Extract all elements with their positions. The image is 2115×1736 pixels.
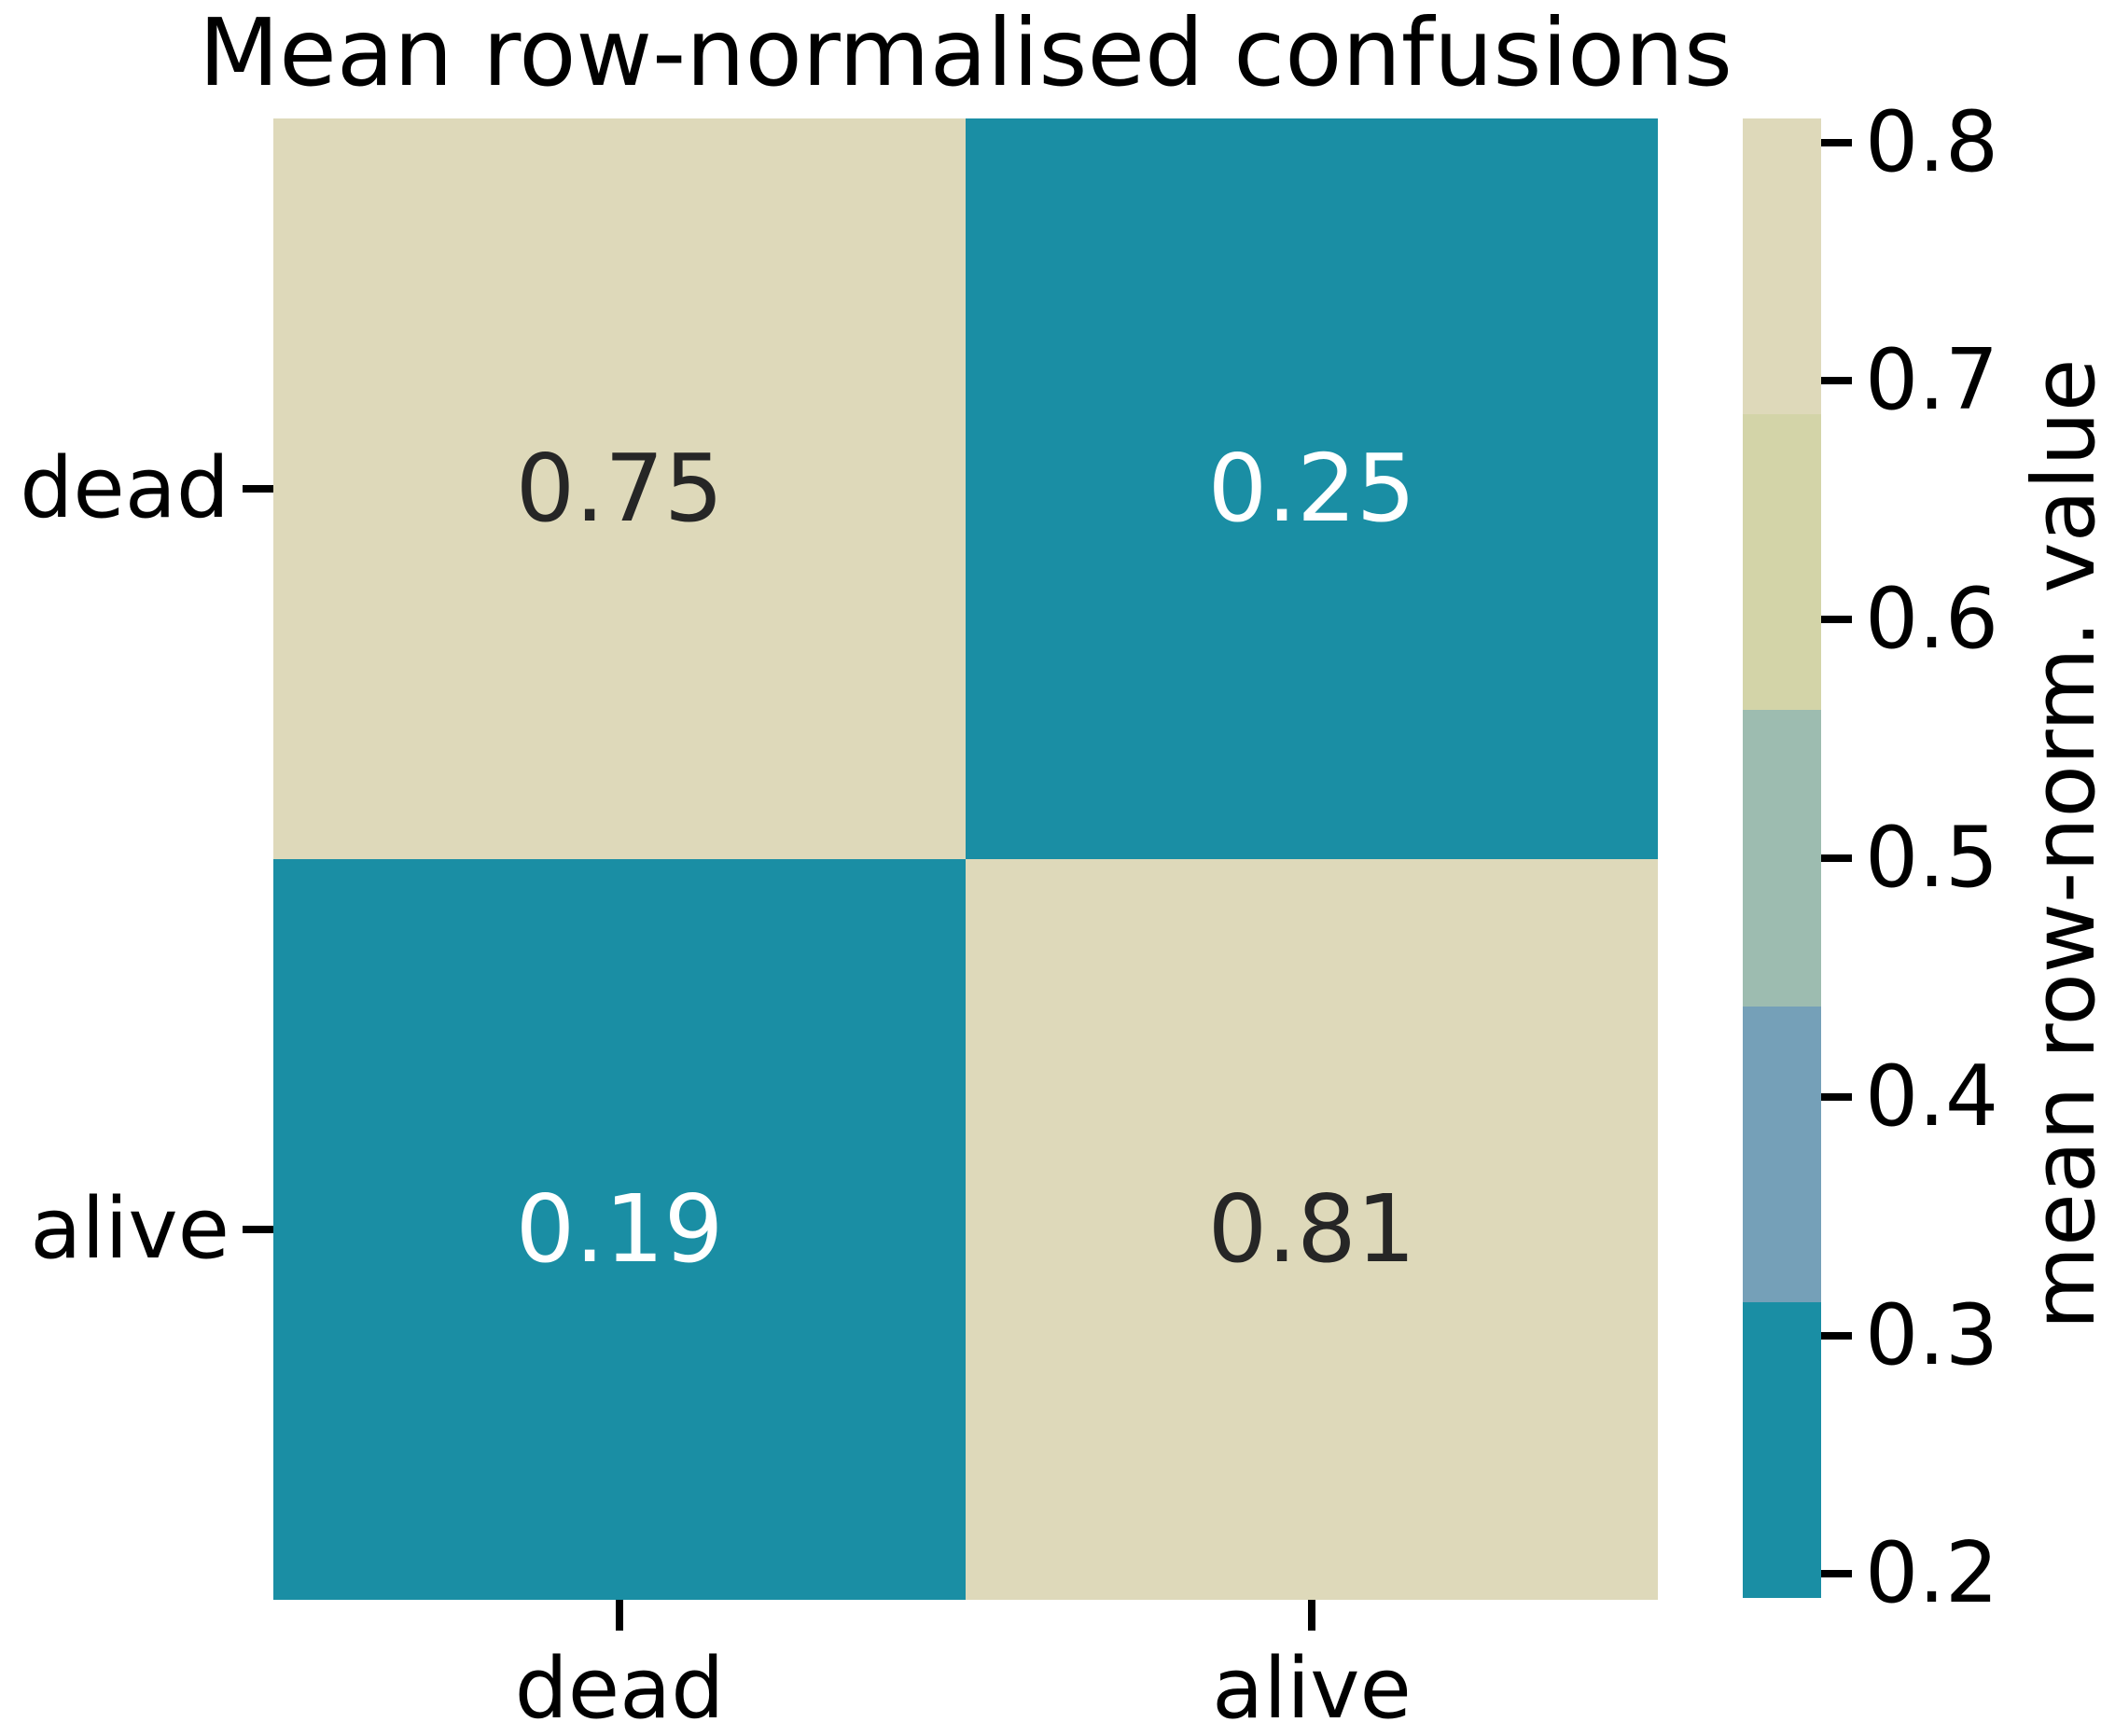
heatmap-cell: 0.75 <box>273 118 966 859</box>
cell-value: 0.75 <box>515 434 724 543</box>
colorbar-segment <box>1743 1301 1821 1599</box>
heatmap-cell: 0.81 <box>966 859 1658 1600</box>
colorbar-tick-label: 0.7 <box>1865 331 1999 430</box>
colorbar-tick-label: 0.2 <box>1865 1524 1999 1623</box>
x-tick-mark <box>616 1600 623 1631</box>
colorbar-tick-label: 0.6 <box>1865 570 1999 669</box>
heatmap-cell: 0.25 <box>966 118 1658 859</box>
colorbar-tick-label: 0.5 <box>1865 809 1999 907</box>
cell-value: 0.25 <box>1207 434 1416 543</box>
y-tick-mark <box>243 485 273 493</box>
y-tick-label: alive <box>30 1180 230 1278</box>
x-tick-mark <box>1308 1600 1315 1631</box>
colorbar-tick-mark <box>1821 616 1852 624</box>
y-tick-mark <box>243 1226 273 1233</box>
x-tick-label: dead <box>514 1640 725 1736</box>
colorbar-tick-label: 0.4 <box>1865 1047 1999 1146</box>
y-tick-label: dead <box>20 439 230 537</box>
colorbar-tick-mark <box>1821 377 1852 385</box>
colorbar-tick-mark <box>1821 1570 1852 1578</box>
colorbar-tick-mark <box>1821 854 1852 862</box>
cell-value: 0.81 <box>1207 1174 1416 1284</box>
colorbar-label: mean row-norm. value <box>2014 358 2114 1330</box>
chart-title: Mean row-normalised confusions <box>199 0 1732 107</box>
colorbar-tick-mark <box>1821 1331 1852 1340</box>
heatmap-cell: 0.19 <box>273 859 966 1600</box>
colorbar-segment <box>1743 710 1821 1007</box>
colorbar <box>1743 118 1821 1599</box>
colorbar-tick-label: 0.3 <box>1865 1285 1999 1384</box>
cell-value: 0.19 <box>515 1174 724 1284</box>
colorbar-tick-mark <box>1821 138 1852 146</box>
x-tick-label: alive <box>1212 1640 1412 1736</box>
colorbar-segment <box>1743 414 1821 711</box>
heatmap: 0.75 0.25 0.19 0.81 <box>273 118 1658 1600</box>
colorbar-tick-label: 0.8 <box>1865 92 1999 191</box>
colorbar-segment <box>1743 1006 1821 1303</box>
colorbar-segment <box>1743 118 1821 415</box>
colorbar-tick-mark <box>1821 1092 1852 1101</box>
